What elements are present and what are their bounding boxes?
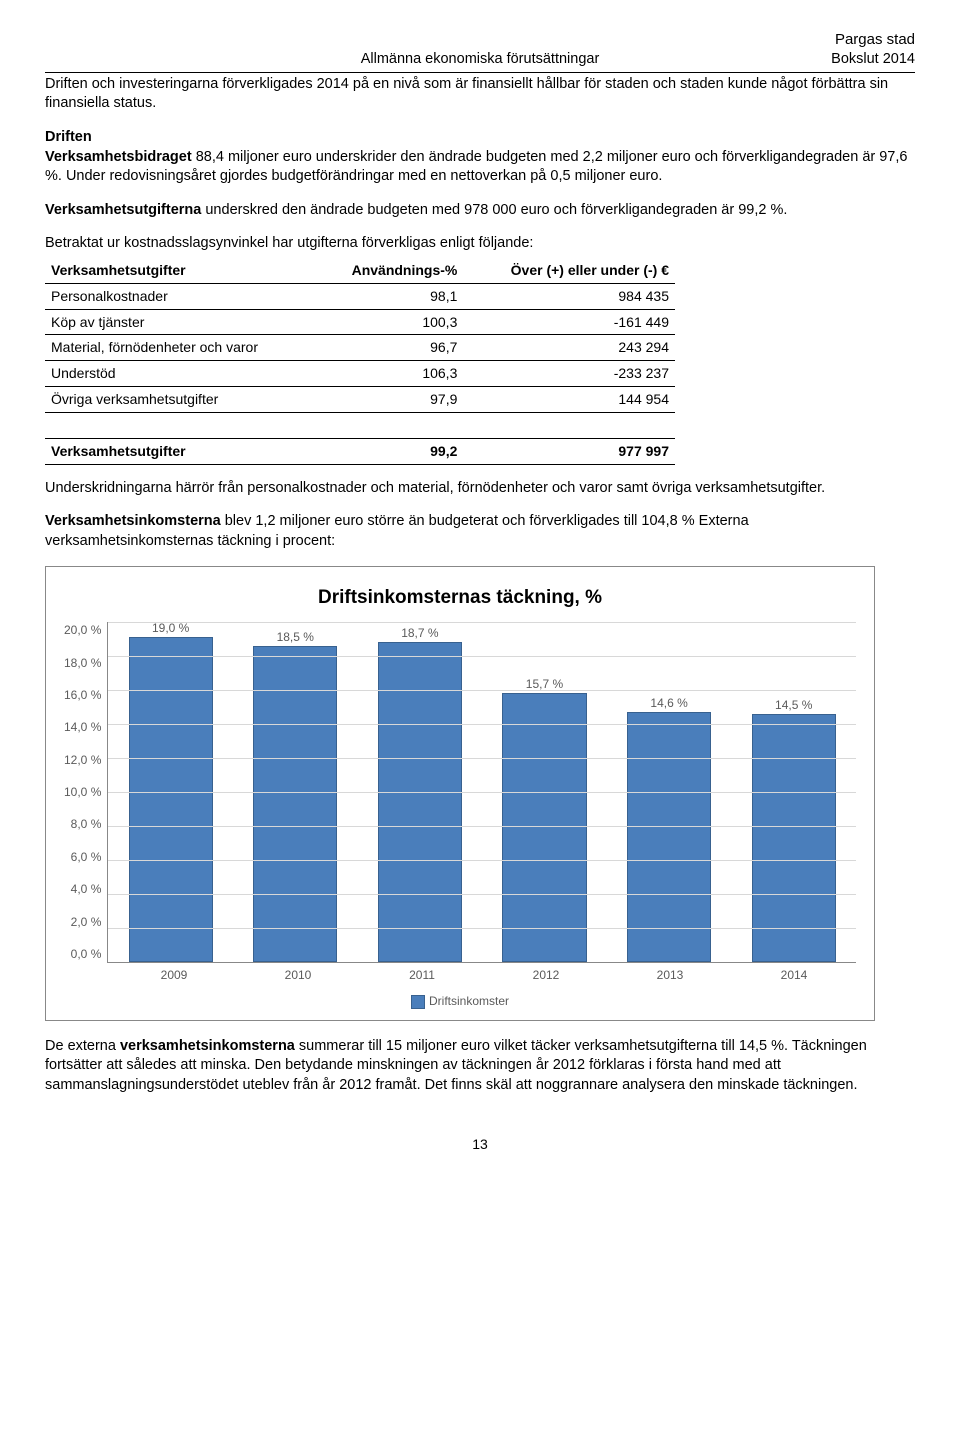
bar: 18,5 % xyxy=(253,646,337,963)
ytick-label: 16,0 % xyxy=(64,687,101,703)
bar: 15,7 % xyxy=(502,693,586,962)
bar: 14,5 % xyxy=(752,714,836,963)
para-verksamhetsutgifterna: Verksamhetsutgifterna underskred den änd… xyxy=(45,201,915,221)
table-cell: -233 237 xyxy=(463,361,675,387)
ytick-label: 18,0 % xyxy=(64,655,101,671)
table-row: Understöd106,3-233 237 xyxy=(45,361,675,387)
col-head-0: Verksamhetsutgifter xyxy=(45,258,317,283)
table-row: Övriga verksamhetsutgifter97,9144 954 xyxy=(45,387,675,413)
table-cell: -161 449 xyxy=(463,309,675,335)
legend-label: Driftsinkomster xyxy=(429,994,509,1008)
header-report: Bokslut 2014 xyxy=(698,50,916,70)
table-cell: 100,3 xyxy=(317,309,463,335)
para2-bold: Verksamhetsbidraget xyxy=(45,149,192,165)
xtick-label: 2014 xyxy=(732,963,856,983)
table-blank-row xyxy=(45,413,675,439)
bar-value-label: 18,5 % xyxy=(277,629,314,645)
xtick-label: 2009 xyxy=(112,963,236,983)
bar: 14,6 % xyxy=(627,712,711,962)
para-conclusion: De externa verksamhetsinkomsterna summer… xyxy=(45,1037,915,1096)
xtick-label: 2012 xyxy=(484,963,608,983)
para3-text: underskred den ändrade budgeten med 978 … xyxy=(201,202,787,218)
para-underskrid: Underskridningarna härrör från personalk… xyxy=(45,479,915,499)
coverage-chart: Driftsinkomsternas täckning, % 20,0 % 18,… xyxy=(45,566,875,1021)
para-verksamhetsbidraget: Verksamhetsbidraget 88,4 miljoner euro u… xyxy=(45,148,915,187)
bar-value-label: 18,7 % xyxy=(401,625,438,641)
chart-legend: Driftsinkomster xyxy=(64,993,856,1009)
table-cell: Understöd xyxy=(45,361,317,387)
bar: 19,0 % xyxy=(129,637,213,962)
table-cell: 99,2 xyxy=(317,438,463,464)
table-cell: Övriga verksamhetsutgifter xyxy=(45,387,317,413)
ytick-label: 10,0 % xyxy=(64,784,101,800)
driften-heading: Driften xyxy=(45,128,915,148)
ytick-label: 12,0 % xyxy=(64,752,101,768)
header-org: Pargas stad xyxy=(45,30,915,50)
page-number: 13 xyxy=(45,1135,915,1154)
cost-table: Verksamhetsutgifter Användnings-% Över (… xyxy=(45,258,675,465)
table-cell: 977 997 xyxy=(463,438,675,464)
chart-yaxis: 20,0 % 18,0 % 16,0 % 14,0 % 12,0 % 10,0 % 8,0 … xyxy=(64,622,107,962)
table-cell: 97,9 xyxy=(317,387,463,413)
table-cell: 98,1 xyxy=(317,283,463,309)
ytick-label: 4,0 % xyxy=(64,881,101,897)
para7-a: De externa xyxy=(45,1038,120,1054)
para3-bold: Verksamhetsutgifterna xyxy=(45,202,201,218)
intro-para: Driften och investeringarna förverkligad… xyxy=(45,75,915,114)
table-total-row: Verksamhetsutgifter99,2977 997 xyxy=(45,438,675,464)
ytick-label: 8,0 % xyxy=(64,816,101,832)
table-cell: 106,3 xyxy=(317,361,463,387)
table-cell: Material, förnödenheter och varor xyxy=(45,335,317,361)
col-head-2: Över (+) eller under (-) € xyxy=(463,258,675,283)
chart-title: Driftsinkomsternas täckning, % xyxy=(64,585,856,611)
table-cell: 243 294 xyxy=(463,335,675,361)
ytick-label: 0,0 % xyxy=(64,946,101,962)
para6-bold: Verksamhetsinkomsterna xyxy=(45,513,221,529)
legend-swatch-icon xyxy=(411,995,425,1009)
para7-b: verksamhetsinkomsterna xyxy=(120,1038,295,1054)
ytick-label: 6,0 % xyxy=(64,849,101,865)
table-cell: 984 435 xyxy=(463,283,675,309)
table-row: Personalkostnader98,1984 435 xyxy=(45,283,675,309)
bar-value-label: 14,6 % xyxy=(650,695,687,711)
table-header-row: Verksamhetsutgifter Användnings-% Över (… xyxy=(45,258,675,283)
table-cell: 96,7 xyxy=(317,335,463,361)
table-cell: Personalkostnader xyxy=(45,283,317,309)
table-cell: 144 954 xyxy=(463,387,675,413)
table-cell: Verksamhetsutgifter xyxy=(45,438,317,464)
chart-xaxis: 200920102011201220132014 xyxy=(112,963,856,983)
chart-plot-area: 19,0 % 18,5 % 18,7 % 15,7 % 14,6 % 14,5 % xyxy=(107,622,856,963)
header-section: Allmänna ekonomiska förutsättningar xyxy=(263,50,698,70)
bar-value-label: 14,5 % xyxy=(775,697,812,713)
col-head-1: Användnings-% xyxy=(317,258,463,283)
table-row: Köp av tjänster100,3-161 449 xyxy=(45,309,675,335)
para-verksamhetsinkomsterna: Verksamhetsinkomsterna blev 1,2 miljoner… xyxy=(45,512,915,551)
xtick-label: 2013 xyxy=(608,963,732,983)
table-row: Material, förnödenheter och varor96,7243… xyxy=(45,335,675,361)
ytick-label: 20,0 % xyxy=(64,622,101,638)
xtick-label: 2010 xyxy=(236,963,360,983)
ytick-label: 14,0 % xyxy=(64,719,101,735)
page-header: Pargas stad Allmänna ekonomiska förutsät… xyxy=(45,30,915,73)
xtick-label: 2011 xyxy=(360,963,484,983)
ytick-label: 2,0 % xyxy=(64,914,101,930)
table-cell: Köp av tjänster xyxy=(45,309,317,335)
para-table-intro: Betraktat ur kostnadsslagsynvinkel har u… xyxy=(45,234,915,254)
